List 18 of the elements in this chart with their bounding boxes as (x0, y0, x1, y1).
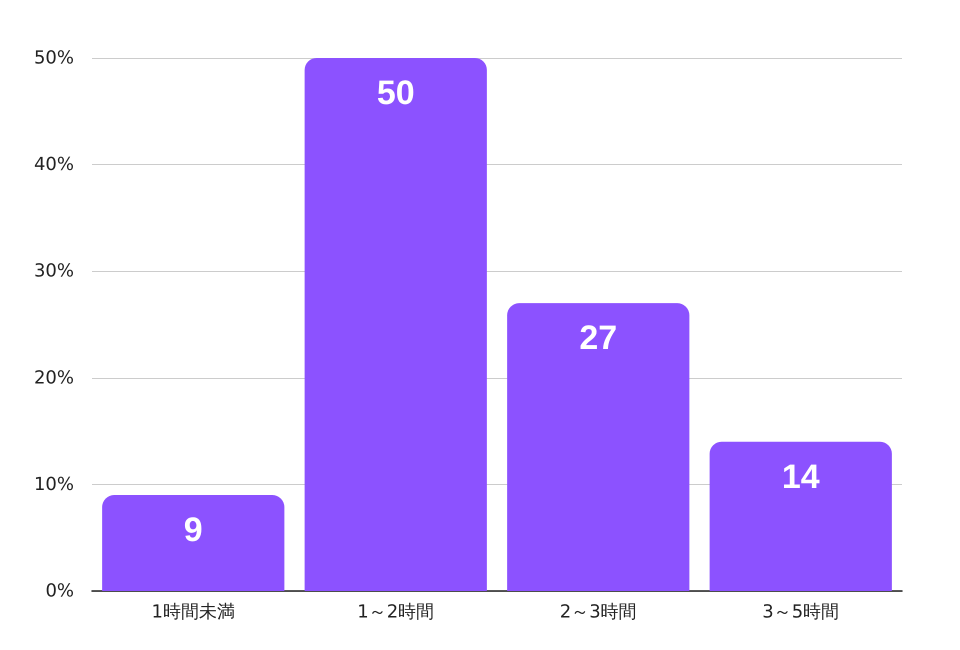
bar (507, 303, 690, 591)
x-tick-label: 3～5時間 (762, 602, 840, 622)
x-tick-label: 2～3時間 (560, 602, 637, 622)
data-label: 9 (184, 511, 203, 550)
data-label: 27 (579, 319, 618, 358)
x-tick-label: 1時間未満 (152, 602, 235, 622)
y-tick-label: 0% (45, 580, 74, 602)
x-tick-label: 1～2時間 (357, 602, 434, 622)
y-tick-label: 40% (34, 154, 74, 176)
bar (710, 442, 892, 591)
y-tick-label: 30% (34, 260, 74, 282)
y-tick-label: 50% (34, 48, 74, 68)
y-tick-label: 10% (34, 474, 74, 495)
data-label: 50 (376, 74, 415, 112)
bar (304, 58, 487, 591)
data-label: 14 (782, 458, 820, 496)
bar (102, 495, 284, 591)
y-tick-label: 20% (34, 367, 74, 388)
